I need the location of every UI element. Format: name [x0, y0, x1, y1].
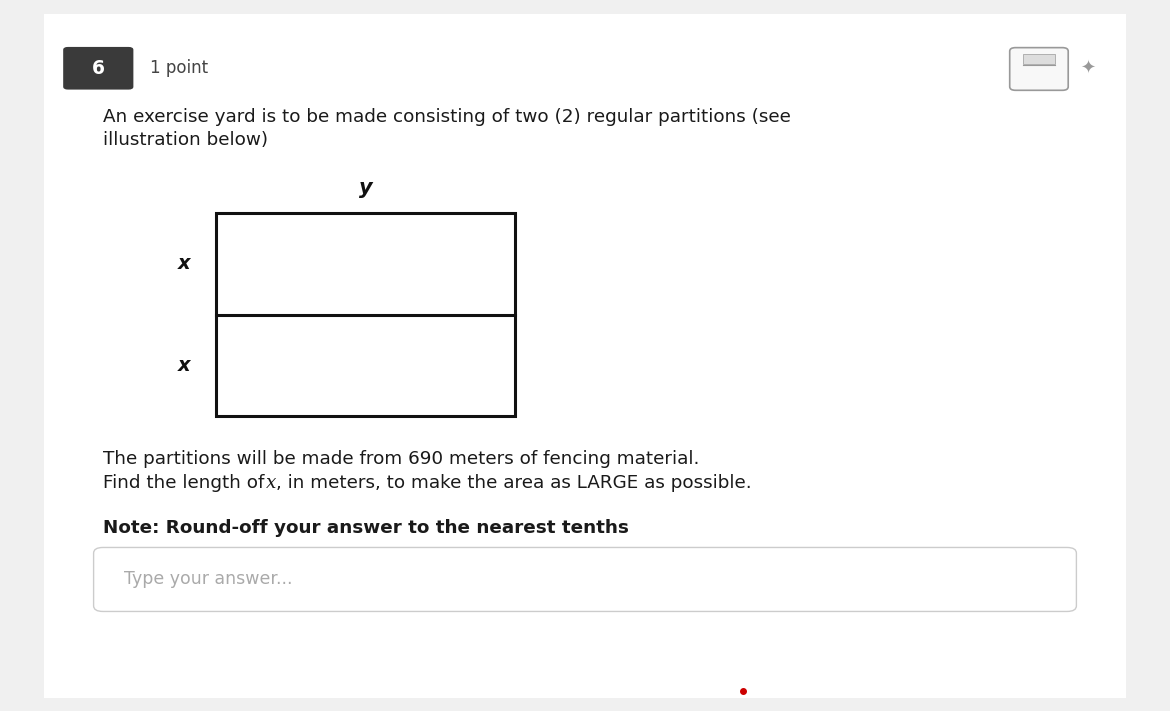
FancyBboxPatch shape — [94, 547, 1076, 611]
Text: Type your answer...: Type your answer... — [124, 570, 292, 589]
Text: Note: Round-off your answer to the nearest tenths: Note: Round-off your answer to the neare… — [103, 518, 628, 537]
FancyBboxPatch shape — [1010, 48, 1068, 90]
Bar — [216, 213, 515, 416]
Text: , in meters, to make the area as LARGE as possible.: , in meters, to make the area as LARGE a… — [276, 474, 751, 493]
FancyBboxPatch shape — [63, 47, 133, 90]
Text: 1 point: 1 point — [150, 59, 208, 77]
Text: The partitions will be made from 690 meters of fencing material.: The partitions will be made from 690 met… — [103, 449, 700, 468]
Text: ✦: ✦ — [1081, 60, 1095, 78]
Bar — [1023, 54, 1055, 64]
Text: An exercise yard is to be made consisting of two (2) regular partitions (see: An exercise yard is to be made consistin… — [103, 108, 791, 127]
Text: 6: 6 — [91, 59, 105, 77]
FancyBboxPatch shape — [44, 14, 1126, 698]
Text: Find the length of: Find the length of — [103, 474, 270, 493]
Text: x: x — [178, 255, 191, 274]
Text: illustration below): illustration below) — [103, 131, 268, 149]
Text: x: x — [267, 474, 277, 493]
Text: y: y — [359, 178, 372, 198]
Text: x: x — [178, 356, 191, 375]
